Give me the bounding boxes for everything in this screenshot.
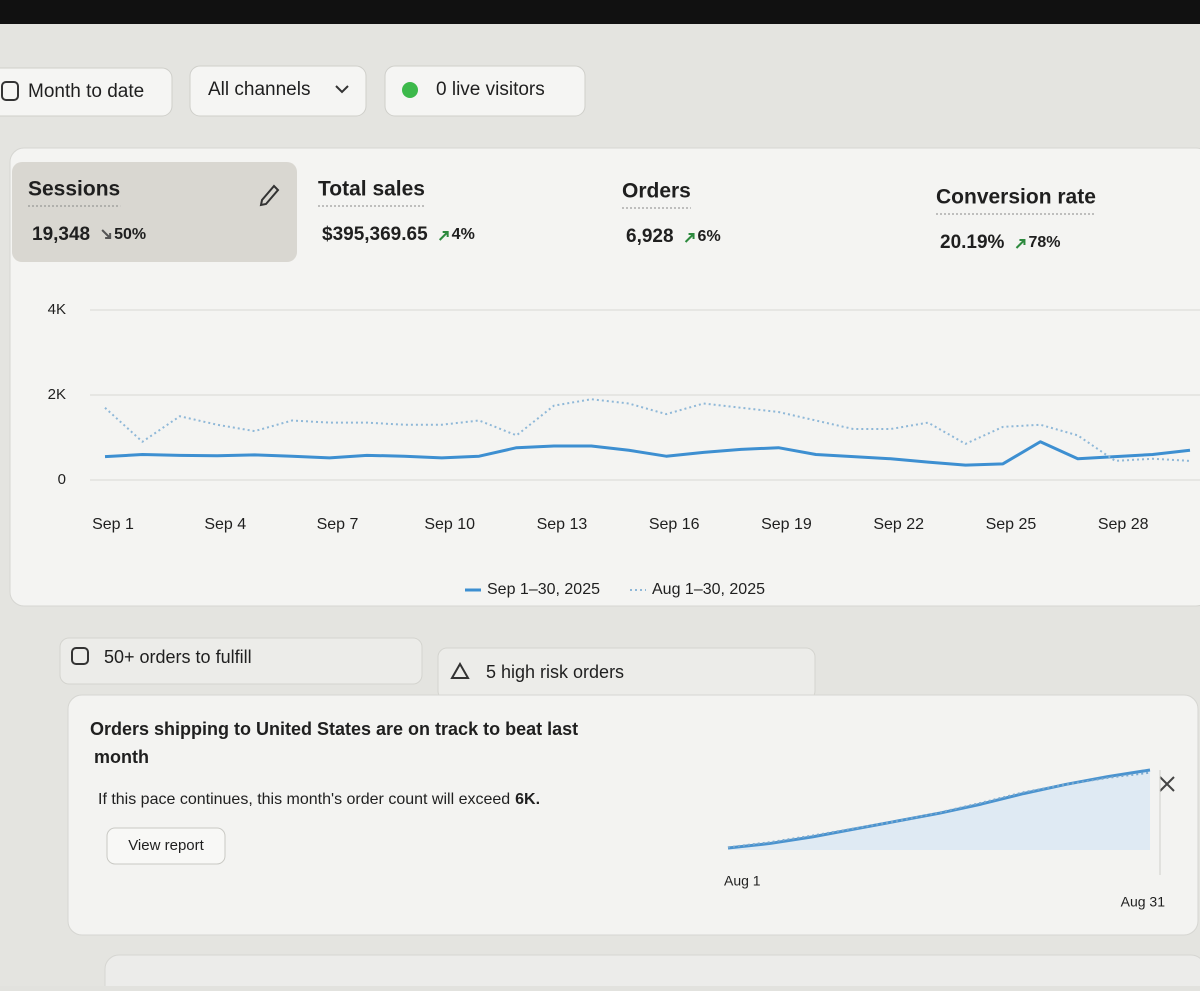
alert-text[interactable]: 5 high risk orders bbox=[486, 662, 624, 682]
metric-label[interactable]: Total sales bbox=[318, 178, 425, 201]
x-tick-label: Sep 22 bbox=[873, 516, 924, 533]
y-tick-label: 4K bbox=[48, 301, 66, 318]
insight-body: If this pace continues, this month's ord… bbox=[98, 791, 510, 808]
metric-change: 50% bbox=[114, 226, 146, 243]
x-tick-label: Sep 19 bbox=[761, 516, 812, 533]
insight-highlight: 6K. bbox=[515, 791, 540, 808]
x-tick-label: Sep 25 bbox=[986, 516, 1037, 533]
insight-card bbox=[67, 694, 1199, 936]
metric-value: 19,348 bbox=[32, 224, 90, 245]
change-arrow bbox=[438, 231, 449, 241]
next-card bbox=[104, 954, 1200, 991]
metric-value: 20.19% bbox=[940, 232, 1005, 253]
close-icon[interactable] bbox=[1159, 776, 1175, 792]
live-button[interactable]: 0 live visitors bbox=[384, 65, 586, 117]
edit-icon bbox=[259, 184, 280, 207]
mini-x-label: Aug 1 bbox=[724, 873, 761, 889]
change-arrow bbox=[684, 233, 695, 243]
y-tick-label: 2K bbox=[48, 386, 66, 403]
series-line bbox=[727, 771, 1151, 849]
x-tick-label: Sep 16 bbox=[649, 516, 700, 533]
view-report-button[interactable]: View report bbox=[106, 827, 226, 865]
alert[interactable]: 5 high risk orders bbox=[437, 647, 816, 701]
date-button[interactable]: Month to date bbox=[0, 67, 173, 117]
metric-change: 6% bbox=[698, 228, 721, 245]
change-arrow bbox=[101, 229, 112, 239]
channel-button[interactable]: All channels bbox=[189, 65, 367, 117]
x-tick-label: Sep 10 bbox=[424, 516, 475, 533]
legend-label[interactable]: Aug 1–30, 2025 bbox=[652, 581, 765, 598]
metric-label[interactable]: Sessions bbox=[28, 178, 120, 201]
insight-title: Orders shipping to United States are on … bbox=[90, 719, 578, 739]
metric-value: 6,928 bbox=[626, 226, 674, 247]
date-range[interactable]: Month to date bbox=[28, 81, 144, 102]
mini-x-label: Aug 31 bbox=[1121, 894, 1166, 910]
insight-title: month bbox=[94, 747, 149, 767]
change-arrow bbox=[1015, 239, 1026, 249]
alert-text[interactable]: 50+ orders to fulfill bbox=[104, 647, 252, 667]
x-tick-label: Sep 13 bbox=[537, 516, 588, 533]
metric-label[interactable]: Conversion rate bbox=[936, 186, 1096, 209]
y-tick-label: 0 bbox=[58, 471, 66, 488]
legend-label[interactable]: Sep 1–30, 2025 bbox=[487, 581, 600, 598]
metric-label[interactable]: Orders bbox=[622, 180, 691, 203]
series-line bbox=[104, 398, 1191, 462]
x-tick-label: Sep 4 bbox=[204, 516, 246, 533]
metric-value: $395,369.65 bbox=[322, 224, 428, 245]
metric-change: 78% bbox=[1028, 234, 1060, 251]
button-label[interactable]: View report bbox=[128, 837, 204, 854]
x-tick-label: Sep 1 bbox=[92, 516, 134, 533]
bezel bbox=[0, 0, 1200, 24]
channels[interactable]: All channels bbox=[208, 79, 310, 100]
x-tick-label: Sep 28 bbox=[1098, 516, 1149, 533]
analytics-card bbox=[9, 147, 1200, 607]
series-line bbox=[727, 768, 1151, 850]
x-tick-label: Sep 7 bbox=[317, 516, 359, 533]
series-line bbox=[104, 440, 1191, 467]
metric-change: 4% bbox=[452, 226, 475, 243]
alert[interactable]: 50+ orders to fulfill bbox=[59, 637, 423, 685]
live-visitors[interactable]: 0 live visitors bbox=[436, 79, 545, 100]
metric-selected bbox=[12, 162, 297, 262]
